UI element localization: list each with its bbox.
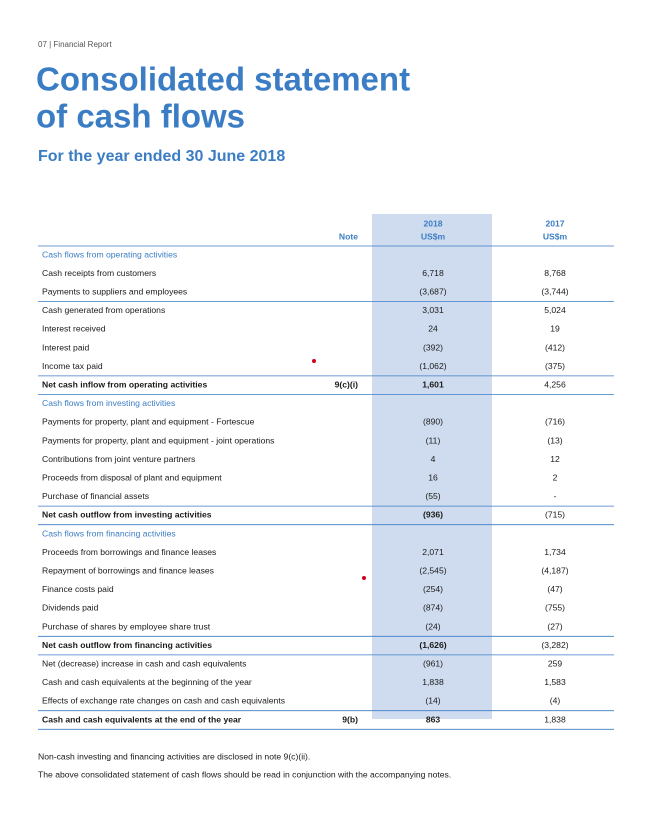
row-label: Net cash outflow from financing activiti…	[42, 640, 212, 650]
value-2017: (13)	[547, 435, 562, 445]
marker-dot	[312, 359, 316, 363]
row-label: Finance costs paid	[42, 584, 114, 594]
note-ref: 9(b)	[342, 714, 358, 724]
row-label: Payments for property, plant and equipme…	[42, 417, 255, 427]
value-2017: (4)	[550, 696, 561, 706]
highlight-column	[372, 214, 492, 719]
value-2018: (24)	[425, 621, 440, 631]
value-2018: 1,601	[422, 379, 444, 389]
row-label: Proceeds from borrowings and finance lea…	[42, 547, 216, 557]
value-2017: -	[554, 491, 557, 501]
value-2018: (3,687)	[419, 286, 446, 296]
value-2018: (55)	[425, 491, 440, 501]
note-ref: 9(c)(i)	[335, 379, 359, 389]
value-2018: 3,031	[422, 305, 444, 315]
value-2017: 259	[548, 658, 563, 668]
marker-dot	[362, 576, 366, 580]
row-label: Contributions from joint venture partner…	[42, 454, 195, 464]
row-label: Repayment of borrowings and finance leas…	[42, 565, 214, 575]
row-label: Income tax paid	[42, 361, 103, 371]
row-label: Interest received	[42, 324, 106, 334]
subtitle: For the year ended 30 June 2018	[38, 148, 285, 165]
value-2017: 12	[550, 454, 560, 464]
column-header: US$m	[543, 231, 568, 241]
row-label: Cash flows from financing activities	[42, 528, 176, 538]
value-2017: 19	[550, 324, 560, 334]
row-label: Cash and cash equivalents at the beginni…	[42, 677, 252, 687]
value-2017: 2	[553, 472, 558, 482]
value-2018: (254)	[423, 584, 443, 594]
footnote: Non-cash investing and financing activit…	[38, 751, 310, 761]
value-2018: 1,838	[422, 677, 444, 687]
column-header: Note	[339, 231, 358, 241]
value-2018: (392)	[423, 342, 443, 352]
title: Consolidated statement	[36, 61, 410, 98]
value-2018: 6,718	[422, 268, 444, 278]
row-label: Cash flows from operating activities	[42, 249, 177, 259]
value-2018: 2,071	[422, 547, 444, 557]
value-2018: 24	[428, 324, 438, 334]
value-2017: (716)	[545, 417, 565, 427]
footnote: The above consolidated statement of cash…	[38, 769, 451, 779]
value-2017: (27)	[547, 621, 562, 631]
value-2017: (375)	[545, 361, 565, 371]
value-2018: (1,626)	[419, 640, 446, 650]
row-label: Net cash outflow from investing activiti…	[42, 510, 212, 520]
row-label: Payments for property, plant and equipme…	[42, 435, 274, 445]
row-label: Net cash inflow from operating activitie…	[42, 379, 207, 389]
value-2017: (3,282)	[541, 640, 568, 650]
value-2017: 1,583	[544, 677, 566, 687]
row-label: Cash flows from investing activities	[42, 398, 175, 408]
value-2018: (11)	[426, 435, 441, 445]
value-2018: (874)	[423, 603, 443, 613]
row-label: Cash and cash equivalents at the end of …	[42, 714, 242, 724]
value-2017: 8,768	[544, 268, 566, 278]
value-2017: (47)	[547, 584, 562, 594]
value-2017: (3,744)	[541, 286, 568, 296]
row-label: Payments to suppliers and employees	[42, 286, 187, 296]
value-2017: (4,187)	[541, 565, 568, 575]
value-2017: 5,024	[544, 305, 566, 315]
row-label: Purchase of financial assets	[42, 491, 149, 501]
value-2018: 16	[428, 472, 438, 482]
row-label: Proceeds from disposal of plant and equi…	[42, 472, 222, 482]
section-label: 07 | Financial Report	[38, 40, 112, 49]
column-header: US$m	[421, 231, 446, 241]
value-2017: (412)	[545, 342, 565, 352]
value-2018: (14)	[425, 696, 440, 706]
row-label: Cash generated from operations	[42, 305, 165, 315]
title: of cash flows	[36, 98, 245, 135]
value-2017: (715)	[545, 510, 565, 520]
row-label: Purchase of shares by employee share tru…	[42, 621, 211, 631]
value-2018: (961)	[423, 658, 443, 668]
value-2017: (755)	[545, 603, 565, 613]
row-label: Dividends paid	[42, 603, 99, 613]
row-label: Cash receipts from customers	[42, 268, 156, 278]
column-header: 2017	[545, 218, 564, 228]
value-2018: 4	[431, 454, 436, 464]
value-2017: 1,838	[544, 714, 566, 724]
column-header: 2018	[423, 218, 442, 228]
value-2018: (1,062)	[419, 361, 446, 371]
value-2017: 4,256	[544, 379, 566, 389]
value-2018: (890)	[423, 417, 443, 427]
value-2017: 1,734	[544, 547, 566, 557]
value-2018: (2,545)	[419, 565, 446, 575]
row-label: Effects of exchange rate changes on cash…	[42, 696, 285, 706]
value-2018: (936)	[423, 510, 443, 520]
row-label: Interest paid	[42, 342, 90, 352]
row-label: Net (decrease) increase in cash and cash…	[42, 658, 246, 668]
value-2018: 863	[426, 714, 441, 724]
